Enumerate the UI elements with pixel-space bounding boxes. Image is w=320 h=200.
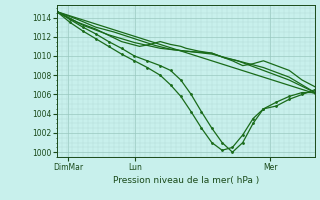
X-axis label: Pression niveau de la mer( hPa ): Pression niveau de la mer( hPa ) (113, 176, 259, 185)
